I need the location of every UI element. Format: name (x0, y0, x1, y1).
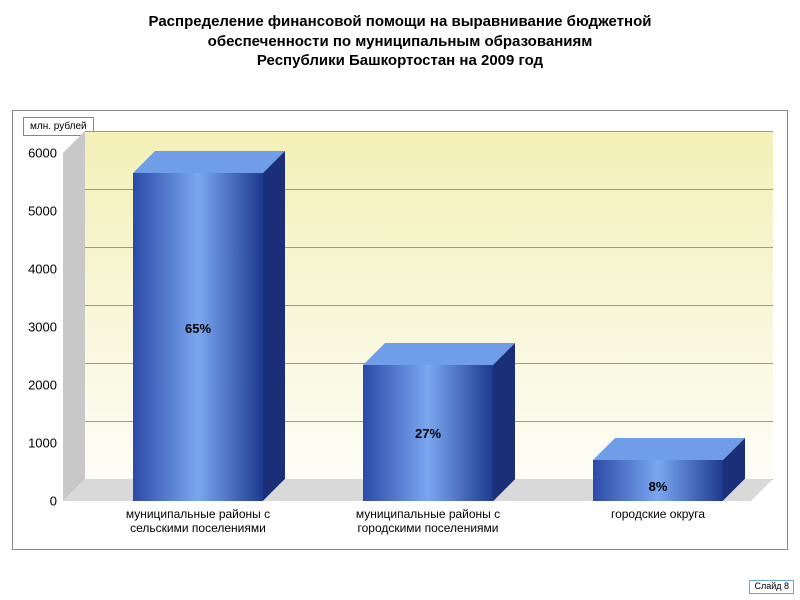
y-tick-label: 1000 (28, 436, 57, 451)
x-tick-label: городские округа (563, 507, 753, 521)
x-tick-label: муниципальные районы ссельскими поселени… (103, 507, 293, 536)
title-line2: обеспеченности по муниципальным образова… (208, 33, 593, 50)
y-tick-label: 4000 (28, 262, 57, 277)
bar-data-label: 27% (363, 426, 493, 441)
bar-data-label: 65% (133, 321, 263, 336)
chart-frame: млн. рублей 010002000300040005000600065%… (12, 110, 788, 550)
plot-area: 010002000300040005000600065%муниципальны… (63, 131, 773, 501)
y-tick-label: 5000 (28, 204, 57, 219)
y-tick-label: 0 (50, 494, 57, 509)
bar-side (493, 343, 515, 501)
y-tick-label: 3000 (28, 320, 57, 335)
bar-data-label: 8% (593, 479, 723, 494)
bar-front (133, 173, 263, 501)
page-title: Распределение финансовой помощи на вырав… (0, 0, 800, 75)
x-tick-label: муниципальные районы сгородскими поселен… (333, 507, 523, 536)
bar: 27% (363, 365, 493, 501)
bar-side (723, 438, 745, 501)
gridline (85, 131, 773, 132)
y-tick-label: 6000 (28, 146, 57, 161)
chart-side-wall (63, 131, 85, 501)
slide-number-box: Слайд 8 (749, 580, 794, 594)
bar-side (263, 151, 285, 501)
y-tick-label: 2000 (28, 378, 57, 393)
title-line1: Распределение финансовой помощи на вырав… (149, 13, 652, 30)
title-line3: Республики Башкортостан на 2009 год (257, 52, 543, 69)
bar: 8% (593, 460, 723, 501)
bar: 65% (133, 173, 263, 501)
